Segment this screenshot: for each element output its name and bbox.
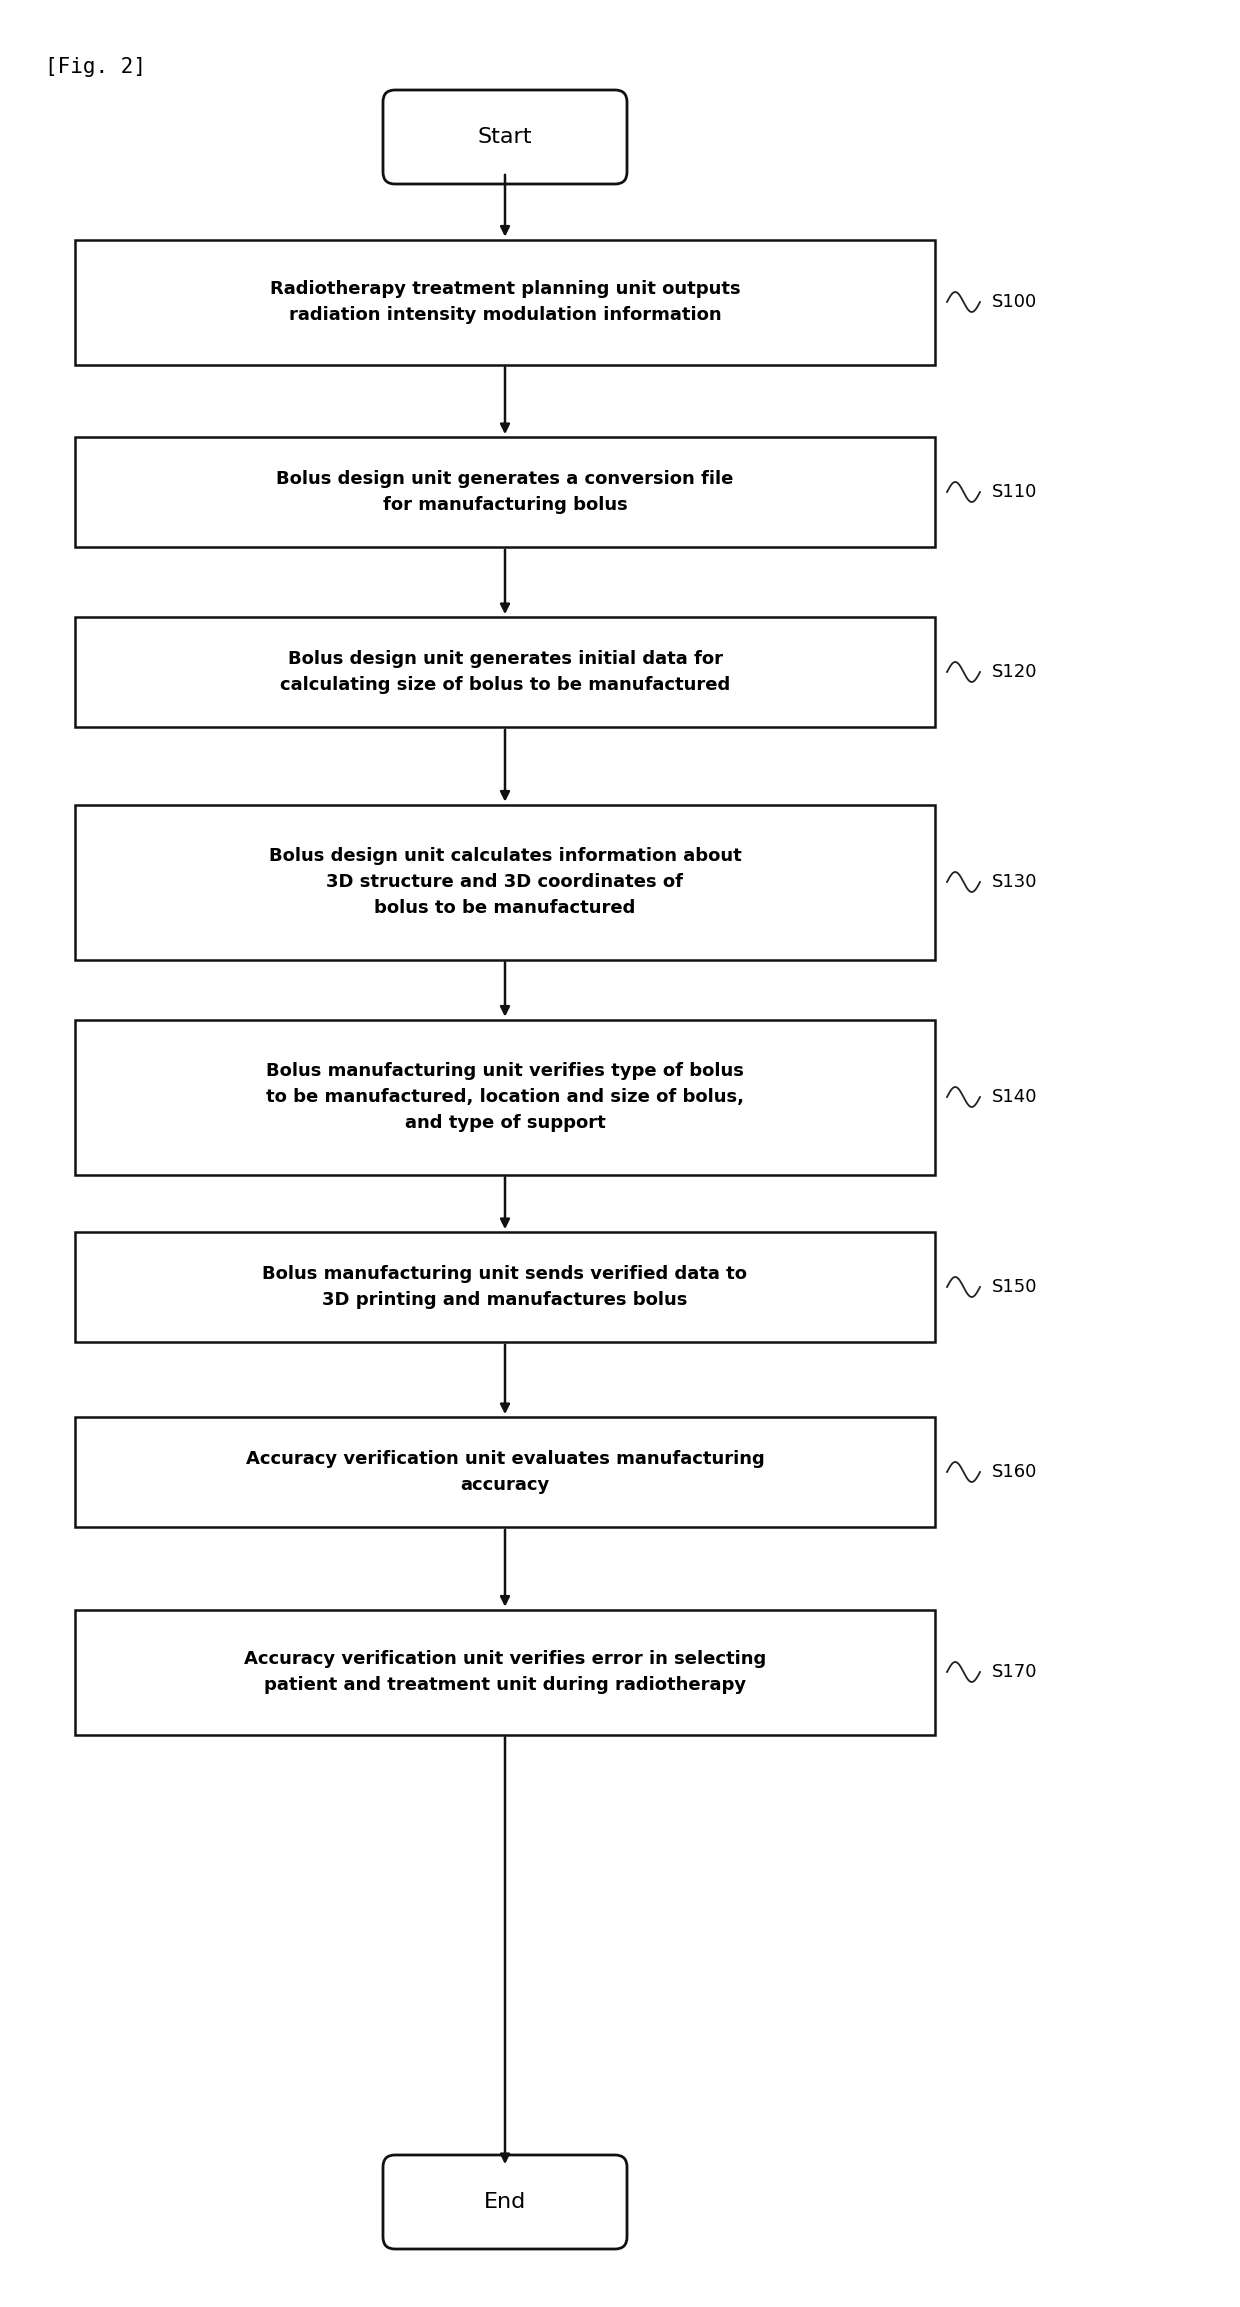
Text: S120: S120	[992, 662, 1038, 681]
Text: S150: S150	[992, 1278, 1038, 1297]
Text: S110: S110	[992, 482, 1038, 501]
Text: Accuracy verification unit verifies error in selecting
patient and treatment uni: Accuracy verification unit verifies erro…	[244, 1650, 766, 1693]
Text: Bolus design unit generates a conversion file
for manufacturing bolus: Bolus design unit generates a conversion…	[277, 471, 734, 514]
Text: End: End	[484, 2192, 526, 2212]
Text: Start: Start	[477, 127, 532, 148]
FancyBboxPatch shape	[383, 2155, 627, 2249]
Text: S140: S140	[992, 1089, 1038, 1105]
Text: Bolus manufacturing unit sends verified data to
3D printing and manufactures bol: Bolus manufacturing unit sends verified …	[263, 1264, 748, 1308]
Bar	[74, 1232, 935, 1343]
Text: Radiotherapy treatment planning unit outputs
radiation intensity modulation info: Radiotherapy treatment planning unit out…	[269, 279, 740, 323]
Text: Accuracy verification unit evaluates manufacturing
accuracy: Accuracy verification unit evaluates man…	[246, 1451, 764, 1495]
Bar	[74, 436, 935, 547]
FancyBboxPatch shape	[383, 90, 627, 185]
Text: [Fig. 2]: [Fig. 2]	[45, 58, 146, 76]
Bar	[74, 616, 935, 727]
Text: Bolus manufacturing unit verifies type of bolus
to be manufactured, location and: Bolus manufacturing unit verifies type o…	[267, 1061, 744, 1133]
Bar	[74, 240, 935, 365]
Bar	[74, 805, 935, 960]
Text: S130: S130	[992, 872, 1038, 891]
Text: Bolus design unit generates initial data for
calculating size of bolus to be man: Bolus design unit generates initial data…	[280, 651, 730, 694]
Text: S100: S100	[992, 293, 1037, 311]
Text: S160: S160	[992, 1463, 1038, 1481]
Bar	[74, 1610, 935, 1735]
Text: Bolus design unit calculates information about
3D structure and 3D coordinates o: Bolus design unit calculates information…	[269, 847, 742, 916]
Bar	[74, 1020, 935, 1174]
Text: S170: S170	[992, 1663, 1038, 1682]
Bar	[74, 1416, 935, 1527]
